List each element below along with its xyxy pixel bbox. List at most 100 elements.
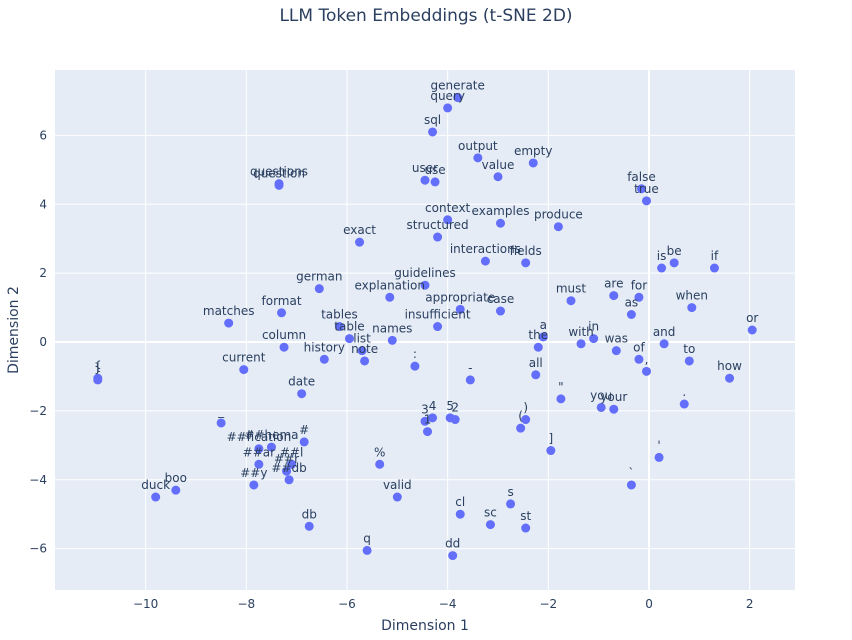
data-point [747,325,757,335]
data-point [609,404,619,414]
data-point [433,232,443,242]
data-point-label: be [667,244,682,258]
data-point [334,322,344,332]
data-points [93,93,757,561]
data-point-label: date [288,375,315,389]
y-tick-label: 4 [39,197,47,211]
data-point [410,361,420,371]
data-point [443,215,453,225]
data-point-label: ##ar [243,445,275,459]
data-point [455,509,465,519]
data-point [496,306,506,316]
data-point-label: . [682,385,686,399]
data-point-label: output [458,139,498,153]
data-point [521,415,531,425]
chart-title: LLM Token Embeddings (t-SNE 2D) [279,6,572,26]
data-point [344,334,354,344]
data-point-label: table [334,320,364,334]
data-point-label: matches [203,304,255,318]
data-point [282,466,292,476]
data-point [528,158,538,168]
data-point [493,172,503,182]
data-point-label: guidelines [394,266,455,280]
data-point [420,175,430,185]
x-tick-label: −10 [133,597,158,611]
data-point [709,263,719,273]
data-point [634,292,644,302]
data-point-label: query [430,89,465,103]
data-point [657,263,667,273]
data-point-label: ' [657,438,660,452]
data-point-label: tables [321,308,358,322]
data-point-label: fields [510,244,542,258]
data-point [609,291,619,301]
data-point-label: context [425,201,471,215]
y-axis-title: Dimension 2 [6,286,22,374]
grid-lines [55,70,795,590]
data-point [299,437,309,447]
data-point [423,427,433,437]
data-point-label: list [353,332,371,346]
data-point-label: " [558,380,564,394]
plot-area [55,70,795,590]
data-point [224,318,234,328]
data-point-label: ##r [274,452,299,466]
data-point-label: , [645,352,649,366]
data-point-label: explanation [354,278,425,292]
data-point [453,93,463,103]
data-point [254,444,264,454]
data-point-label: how [717,359,742,373]
data-point [151,492,161,502]
data-point-label: use [424,163,445,177]
data-point-label: for [631,278,648,292]
y-tick-label: 2 [39,266,47,280]
data-point [636,184,646,194]
data-point-label: of [633,340,645,354]
data-point-label: all [529,356,543,370]
data-point [433,322,443,332]
data-point [521,523,531,533]
data-point-label: false [627,170,656,184]
data-point-label: names [372,321,412,335]
data-point [654,452,664,462]
y-tick-label: 0 [39,335,47,349]
data-point [596,402,606,412]
data-point-label: examples [472,204,530,218]
data-point-label: ( [518,409,523,423]
data-point [450,415,460,425]
data-point-label: produce [534,208,583,222]
data-point-label: ) [523,401,528,415]
data-point [375,459,385,469]
data-point-label: boo [165,471,187,485]
data-point-label: to [683,342,695,356]
data-point-label: duck [141,478,170,492]
data-point [314,284,324,294]
data-point [521,258,531,268]
data-point [279,342,289,352]
y-tick-label: −6 [29,542,47,556]
data-point [533,342,543,352]
x-tick-label: 2 [746,597,754,611]
data-point-label: empty [514,144,553,158]
data-point-label: column [262,328,306,342]
data-point-label: and [653,325,676,339]
data-point [684,356,694,366]
data-point-label: with [568,325,593,339]
x-tick-label: −2 [539,597,557,611]
data-point-label: ##fication [227,430,292,444]
data-point [319,354,329,364]
data-point-label: questions [250,165,308,179]
data-point-label: interactions [450,242,521,256]
data-point-label: s [507,485,513,499]
data-point-label: 4 [429,399,437,413]
data-point [304,521,314,531]
data-point [239,365,249,375]
data-point-label: ##hema [244,428,298,442]
data-point [556,394,566,404]
data-point [566,296,576,306]
data-point [284,475,294,485]
data-point-label: are [604,277,623,291]
